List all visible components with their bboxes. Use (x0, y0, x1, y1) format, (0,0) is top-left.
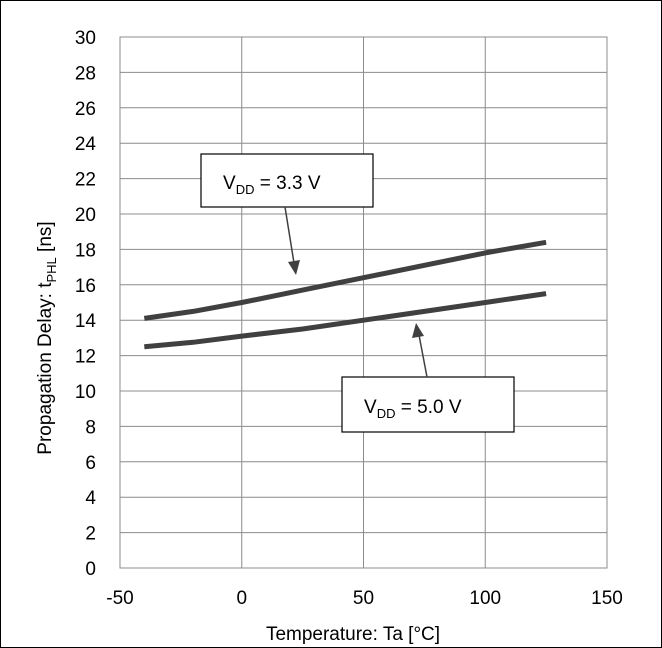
series-group (143, 239, 547, 350)
x-tick-label: 0 (236, 588, 247, 609)
callout-vdd-3v3: VDD = 3.3 V (200, 153, 374, 275)
series-line-1 (143, 239, 547, 321)
grid (119, 36, 608, 569)
callout-arrowhead (288, 260, 300, 275)
y-tick-label: 24 (75, 134, 97, 155)
y-axis-title: Propagation Delay: tPHL [ns] (35, 221, 59, 454)
x-tick-label: -50 (106, 588, 133, 609)
y-tick-label: 26 (75, 99, 96, 120)
y-tick-label: 14 (75, 311, 97, 332)
callout-arrowhead (412, 323, 424, 338)
y-tick-label: 22 (75, 170, 96, 191)
y-tick-label: 8 (85, 417, 96, 438)
x-tick-label: 150 (591, 588, 623, 609)
callout-vdd-5v0: VDD = 5.0 V (341, 323, 515, 433)
callout-label-3v3: VDD = 3.3 V (223, 173, 321, 197)
y-tick-label: 28 (75, 63, 96, 84)
callout-box (341, 376, 515, 433)
y-tick-label: 20 (75, 205, 96, 226)
x-tick-label: 100 (469, 588, 501, 609)
x-axis-title: Temperature: Ta [°C] (266, 624, 440, 645)
y-tick-label: 16 (75, 276, 96, 297)
callout-box (200, 153, 374, 208)
y-tick-label: 12 (75, 347, 96, 368)
x-tick-label: 50 (353, 588, 374, 609)
callout-label-5v0: VDD = 5.0 V (364, 397, 462, 421)
x-tick-labels: -50 0 50 100 150 (106, 588, 623, 609)
y-tick-label: 10 (75, 382, 96, 403)
y-tick-label: 2 (85, 524, 96, 545)
callout-arrow-line (284, 206, 295, 264)
y-tick-label: 4 (85, 488, 96, 509)
series-line-2 (144, 291, 547, 350)
callout-arrow-line (418, 334, 428, 378)
y-tick-label: 18 (75, 240, 96, 261)
y-tick-label: 0 (85, 559, 96, 580)
y-tick-label: 30 (75, 28, 96, 49)
y-tick-label: 6 (85, 453, 96, 474)
plot-area-border (119, 36, 608, 569)
